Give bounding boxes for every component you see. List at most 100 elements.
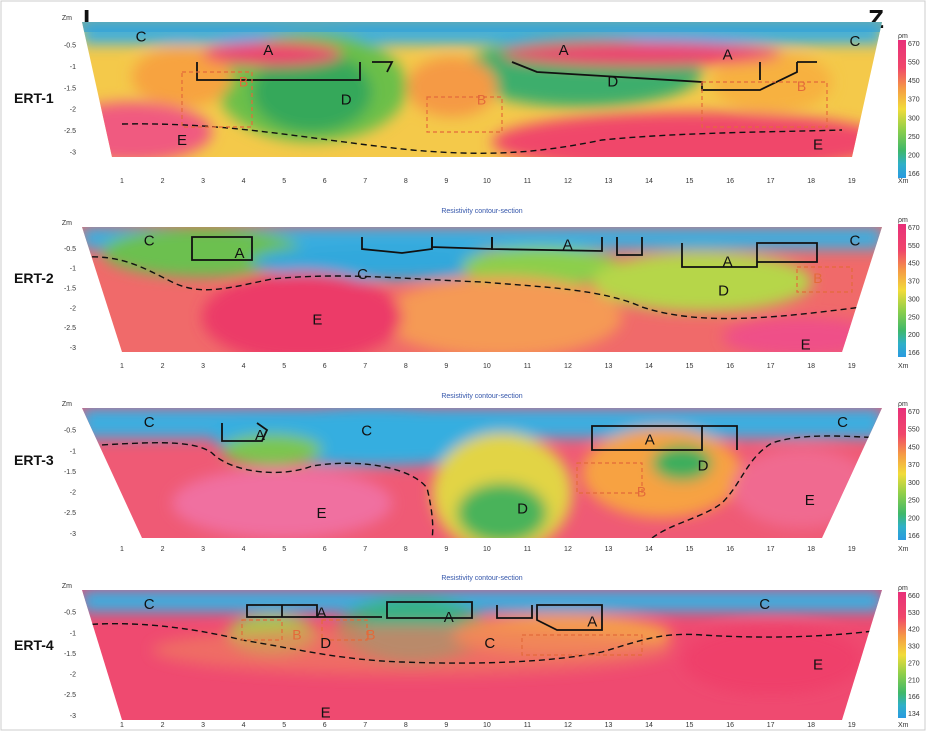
ert-label: ERT-4 [14,637,54,653]
x-tick: 4 [242,178,246,185]
x-tick: 11 [524,363,531,370]
x-tick: 18 [807,722,815,729]
resistivity-section: C A A A C B D B D B E E [52,22,892,172]
zone-label: A [587,613,597,630]
zone-label: A [317,605,327,622]
x-tick: 9 [444,178,448,185]
x-tick: 8 [404,546,408,553]
zone-b-outline [576,462,643,494]
zone-label: A [559,42,569,59]
colorbar-tick: 210 [908,677,920,684]
x-tick: 17 [767,363,775,370]
x-tick: 15 [686,178,694,185]
x-tick: 8 [404,178,408,185]
x-tick: 6 [323,178,327,185]
x-tick: 1 [120,363,124,370]
zone-a-outline [496,605,533,619]
zone-label: C [759,596,770,613]
colorbar-tick: 530 [908,610,920,617]
x-tick: 12 [564,363,572,370]
colorbar [898,408,906,540]
x-tick: 18 [807,546,815,553]
zone-label: E [813,657,823,674]
x-tick: 9 [444,363,448,370]
zone-label: C [849,233,860,250]
x-tick: 19 [848,546,856,553]
x-tick: 1 [120,722,124,729]
ert-label: ERT-1 [14,90,54,106]
x-tick: 9 [444,722,448,729]
x-tick: 17 [767,546,775,553]
x-tick: 15 [686,722,694,729]
colorbar-tick: 450 [908,444,920,451]
x-tick: 3 [201,546,205,553]
x-tick: 11 [524,178,531,185]
zone-a-outline [196,62,361,81]
zone-label: C [357,266,368,283]
ert-label: ERT-2 [14,270,54,286]
x-tick: 14 [645,546,653,553]
x-tick: 2 [161,722,165,729]
x-tick: 10 [483,363,491,370]
x-tick: 8 [404,722,408,729]
zone-label: B [813,270,822,286]
colorbar-tick: 370 [908,462,920,469]
depth-tick: -3 [70,531,76,538]
colorbar-tick: 300 [908,296,920,303]
section-title: Resistivity contour-section [441,393,522,400]
zone-label: E [321,704,331,721]
x-tick: 10 [483,722,491,729]
zone-b-outline [181,71,253,128]
depth-tick: -1.5 [64,469,76,476]
zone-label: B [797,78,806,94]
x-tick: 13 [605,178,613,185]
colorbar-tick: 300 [908,115,920,122]
depth-tick: -3 [70,345,76,352]
zone-label: C [849,33,860,50]
zone-label: B [477,92,486,108]
depth-tick: -2.5 [64,510,76,517]
depth-tick: -0.5 [64,246,76,253]
x-tick: 8 [404,363,408,370]
layer-boundary [82,623,882,664]
ert-label: ERT-3 [14,452,54,468]
depth-tick: -1 [70,448,76,455]
colorbar-tick: 550 [908,60,920,67]
depth-axis-label: Zm [62,401,72,408]
zone-label: D [320,635,331,652]
colorbar-tick: 370 [908,279,920,286]
zone-label: A [645,431,655,448]
section-title: Resistivity contour-section [441,575,522,582]
x-tick: 11 [524,722,531,729]
x-tick: 17 [767,178,775,185]
zone-label: A [255,427,265,444]
depth-tick: -2 [70,672,76,679]
x-tick: 5 [282,546,286,553]
x-tick: 7 [363,363,367,370]
colorbar-tick: 166 [908,533,920,540]
x-tick: 1 [120,178,124,185]
zone-label: E [177,132,187,149]
depth-tick: -3 [70,150,76,157]
zone-label: D [341,92,352,109]
x-tick: 5 [282,363,286,370]
colorbar-tick: 660 [908,593,920,600]
x-tick: 4 [242,363,246,370]
zone-label: D [607,74,618,91]
zone-label: E [813,137,823,154]
depth-tick: -2.5 [64,128,76,135]
colorbar-tick: 450 [908,261,920,268]
depth-tick: -2 [70,490,76,497]
zone-b-outline [521,634,643,656]
x-tick: 16 [726,178,734,185]
ert-panel: Resistivity contour-sectionZmCAAACBDBDBE… [14,15,920,185]
x-tick: 10 [483,178,491,185]
colorbar-tick: 166 [908,171,920,178]
depth-tick: -2 [70,107,76,114]
x-tick: 2 [161,178,165,185]
x-tick: 7 [363,722,367,729]
colorbar-tick: 450 [908,78,920,85]
x-tick: 5 [282,178,286,185]
zone-a-outline [616,237,643,256]
depth-tick: -2 [70,305,76,312]
